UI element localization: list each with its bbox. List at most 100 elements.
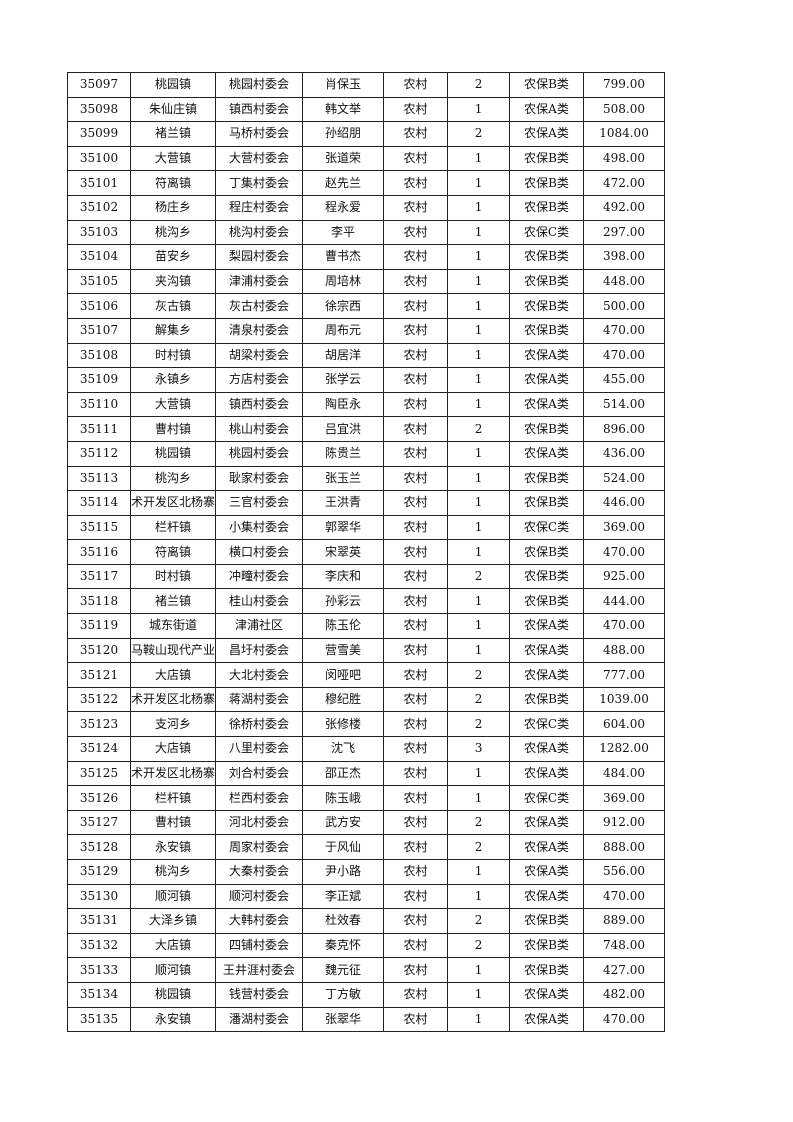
household-count-cell: 1: [447, 244, 511, 270]
village-committee: 大营村委会: [229, 151, 290, 166]
residence-type-cell: 农村: [383, 809, 449, 836]
residence-type-cell: 农村: [383, 662, 449, 688]
amount: 436.00: [603, 446, 646, 461]
table-row: 35111 曹村镇 桃山村委会 吕宜洪 农村 2 农保B类 896.00: [67, 416, 666, 442]
village-committee-cell: 灰古村委会: [215, 293, 304, 319]
village-committee-cell: 蒋湖村委会: [215, 686, 304, 713]
insurance-category-cell: 农保A类: [509, 883, 585, 910]
table-row: 35129 桃沟乡 大秦村委会 尹小路 农村 1 农保A类 556.00: [67, 859, 666, 885]
record-id: 35106: [79, 298, 119, 313]
residence-type: 农村: [403, 962, 428, 977]
person-name-cell: 李正斌: [302, 883, 385, 910]
amount: 369.00: [603, 519, 646, 534]
residence-type: 农村: [403, 888, 428, 903]
record-id: 35116: [79, 544, 119, 559]
person-name-cell: 赵先兰: [302, 170, 385, 196]
household-count: 1: [474, 618, 483, 633]
village-committee: 桃园村委会: [229, 77, 290, 92]
residence-type: 农村: [403, 692, 428, 707]
village-committee-cell: 大北村委会: [215, 662, 304, 688]
village-committee-cell: 镇西村委会: [215, 96, 304, 123]
record-id-cell: 35120: [67, 637, 131, 664]
household-count: 2: [474, 77, 483, 92]
village-committee-cell: 潘湖村委会: [215, 1006, 304, 1033]
amount-cell: 888.00: [583, 834, 666, 860]
insurance-category-cell: 农保B类: [509, 72, 585, 98]
insurance-category-cell: 农保A类: [509, 662, 585, 688]
insurance-category-cell: 农保A类: [509, 809, 585, 836]
insurance-category-cell: 农保B类: [509, 194, 585, 221]
township-cell: 桃园镇: [129, 72, 217, 98]
person-name-cell: 徐宗西: [302, 293, 385, 319]
amount: 889.00: [603, 913, 646, 928]
township-cell: 大店镇: [129, 932, 217, 959]
household-count-cell: 1: [447, 514, 511, 541]
amount: 498.00: [603, 151, 646, 166]
record-id: 35127: [79, 815, 119, 830]
table-row: 35113 桃沟乡 耿家村委会 张玉兰 农村 1 农保B类 524.00: [67, 465, 666, 492]
record-id: 35110: [79, 397, 119, 412]
residence-type: 农村: [403, 519, 428, 534]
household-count-cell: 1: [447, 145, 511, 172]
household-count: 2: [474, 938, 483, 953]
person-name-cell: 胡居洋: [302, 342, 385, 369]
person-name: 闵哑吧: [325, 667, 362, 682]
amount: 925.00: [603, 569, 646, 584]
township-cell: 术开发区北杨寨: [129, 760, 217, 787]
amount: 472.00: [603, 175, 646, 190]
household-count-cell: 2: [447, 72, 511, 98]
amount-cell: 470.00: [583, 539, 666, 565]
township-cell: 苗安乡: [129, 244, 217, 270]
amount: 508.00: [603, 101, 646, 116]
table-body: 35097 桃园镇 桃园村委会 肖保玉 农村 2 农保B类 799.00 35098 朱仙庄镇 镇西…: [67, 72, 666, 1033]
household-count-cell: 2: [447, 711, 511, 738]
insurance-category-cell: 农保B类: [509, 465, 585, 492]
township-cell: 杨庄乡: [129, 194, 217, 221]
residence-type-cell: 农村: [383, 981, 449, 1008]
amount: 1282.00: [599, 741, 649, 756]
amount: 455.00: [603, 372, 646, 387]
village-committee-cell: 横口村委会: [215, 539, 304, 565]
person-name-cell: 周布元: [302, 317, 385, 344]
village-committee-cell: 桃园村委会: [215, 440, 304, 467]
person-name-cell: 杜效春: [302, 908, 385, 934]
household-count: 2: [474, 716, 483, 731]
record-id-cell: 35098: [67, 96, 131, 123]
record-id: 35121: [79, 667, 119, 682]
table-row: 35105 夹沟镇 津浦村委会 周培林 农村 1 农保B类 448.00: [67, 268, 666, 295]
amount-cell: 925.00: [583, 563, 666, 590]
table-row: 35112 桃园镇 桃园村委会 陈贵兰 农村 1 农保A类 436.00: [67, 440, 666, 467]
insurance-category-cell: 农保C类: [509, 785, 585, 811]
village-committee: 王井涯村委会: [223, 962, 296, 977]
insurance-category: 农保B类: [524, 593, 569, 608]
township: 术开发区北杨寨: [131, 692, 216, 707]
table-row: 35118 褚兰镇 桂山村委会 孙彩云 农村 1 农保B类 444.00: [67, 588, 666, 615]
person-name-cell: 陶臣永: [302, 391, 385, 418]
insurance-category: 农保A类: [524, 101, 569, 116]
village-committee: 耿家村委会: [229, 470, 290, 485]
insurance-category-cell: 农保B类: [509, 244, 585, 270]
record-id-cell: 35103: [67, 219, 131, 246]
township-cell: 大店镇: [129, 736, 217, 762]
village-committee-cell: 桃沟村委会: [215, 219, 304, 246]
residence-type-cell: 农村: [383, 859, 449, 885]
residence-type-cell: 农村: [383, 96, 449, 123]
residence-type-cell: 农村: [383, 367, 449, 393]
record-id-cell: 35134: [67, 981, 131, 1008]
record-id: 35097: [79, 77, 119, 92]
record-id-cell: 35131: [67, 908, 131, 934]
household-count-cell: 2: [447, 809, 511, 836]
insurance-category-cell: 农保B类: [509, 490, 585, 516]
township: 永安镇: [155, 839, 192, 854]
amount-cell: 1282.00: [583, 736, 666, 762]
township-cell: 支河乡: [129, 711, 217, 738]
village-committee-cell: 清泉村委会: [215, 317, 304, 344]
residence-type-cell: 农村: [383, 342, 449, 369]
insurance-category: 农保B类: [524, 249, 569, 264]
insurance-category-cell: 农保A类: [509, 1006, 585, 1033]
amount: 514.00: [603, 397, 646, 412]
township-cell: 栏杆镇: [129, 785, 217, 811]
record-id: 35113: [79, 470, 119, 485]
household-count-cell: 1: [447, 170, 511, 196]
insurance-category: 农保B类: [524, 544, 569, 559]
